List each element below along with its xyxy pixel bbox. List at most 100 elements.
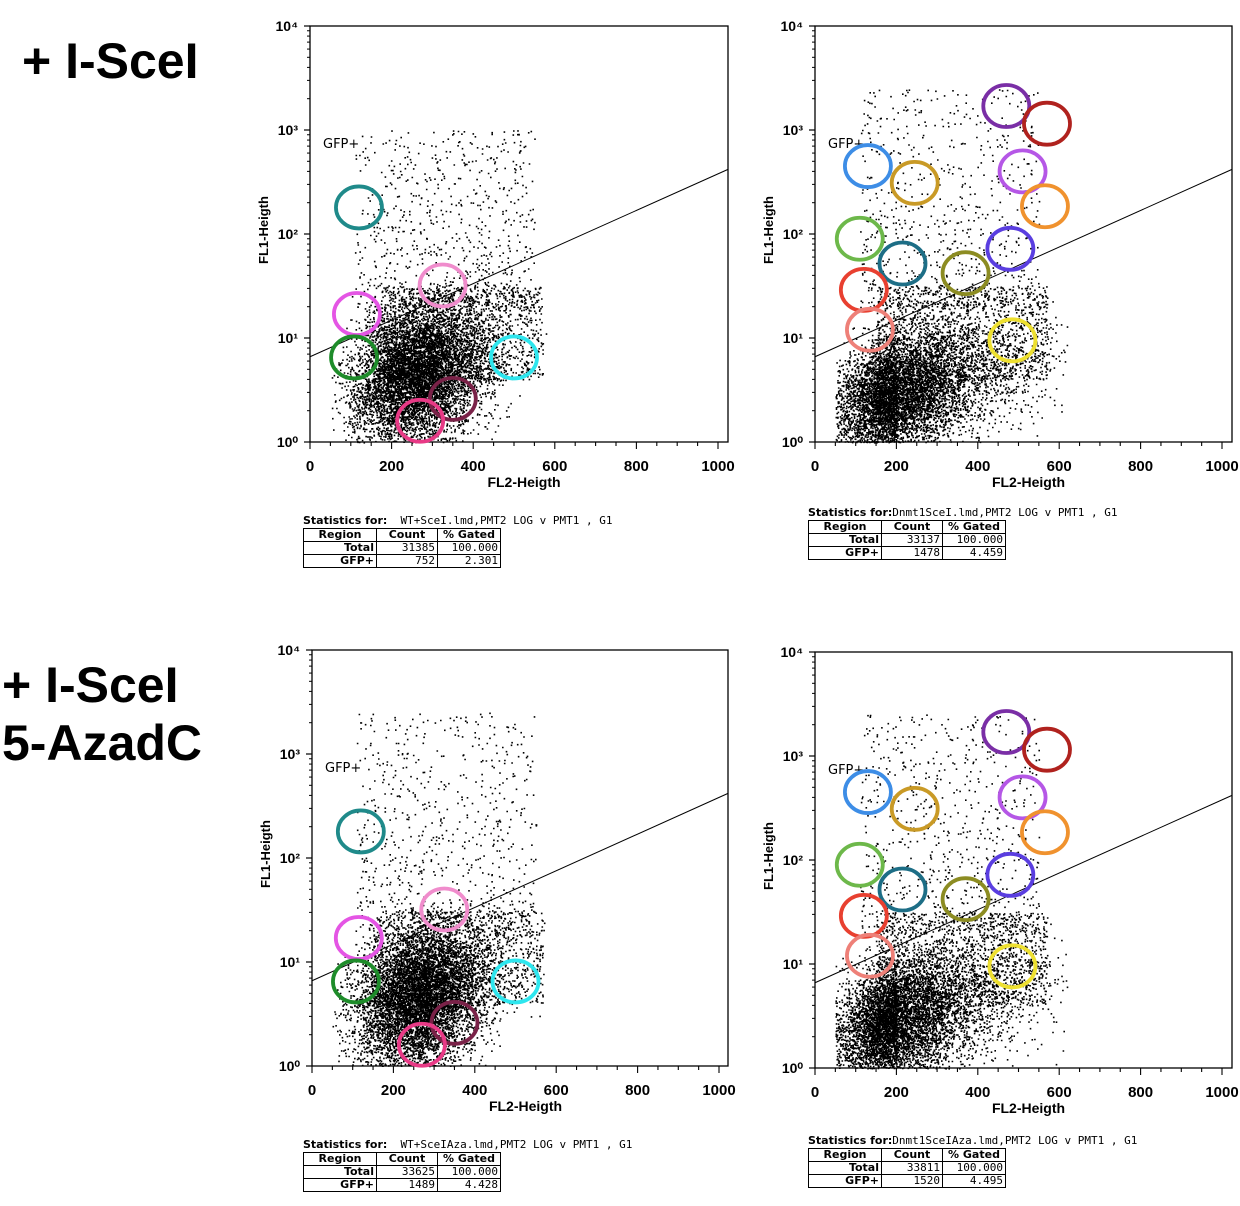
event-dots <box>331 130 548 444</box>
y-axis-label: FL1-Heigth <box>256 196 271 264</box>
highlight-circle <box>417 262 468 309</box>
y-tick-label: 10¹ <box>783 330 804 346</box>
y-tick-label: 10⁴ <box>276 18 299 34</box>
highlight-circle <box>981 709 1032 755</box>
y-tick-label: 10² <box>783 852 804 868</box>
gate-line <box>814 168 1233 358</box>
gate-label: GFP+ <box>325 761 361 776</box>
col-header-region: Region <box>808 1148 882 1162</box>
event-dots <box>835 89 1069 444</box>
gate-label: GFP+ <box>828 763 864 778</box>
plot-dnmt1-scei: 10⁰ 10¹ 10² 10³ 10⁴ 0 200 400 600 800 1000 FL2-Heig… <box>761 18 1239 490</box>
stats-panel-dnmt1-scei: Statistics for:Dnmt1SceI.lmd,PMT2 LOG v … <box>808 506 1117 560</box>
cell-gated: 2.301 <box>437 554 501 568</box>
cell-region: Total <box>808 1161 882 1175</box>
stats-panel-dnmt1-scei-aza: Statistics for:Dnmt1SceIAza.lmd,PMT2 LOG… <box>808 1134 1137 1188</box>
y-tick-label: 10¹ <box>280 954 301 970</box>
stats-table: Region Count% Gated Total 33137 100.000 GFP… <box>808 520 1006 560</box>
cell-region: GFP+ <box>808 1174 882 1188</box>
event-scatter <box>332 712 546 1068</box>
y-tick-label: 10³ <box>783 122 804 138</box>
y-tick-label: 10² <box>783 226 804 242</box>
highlight-circle <box>395 397 446 444</box>
x-tick-label: 0 <box>306 458 314 475</box>
x-tick-label: 200 <box>884 1084 909 1101</box>
y-tick-label: 10¹ <box>278 330 299 346</box>
highlight-circle <box>396 1021 447 1068</box>
y-tick-label: 10⁰ <box>782 1060 804 1076</box>
gate-line <box>311 792 729 982</box>
y-tick-label: 10¹ <box>783 956 804 972</box>
x-axis-label: FL2-Heigth <box>992 474 1065 490</box>
col-header-region: Region <box>303 1152 377 1166</box>
highlight-circle <box>834 215 885 262</box>
highlight-circle <box>889 785 940 832</box>
highlight-circle <box>427 375 478 422</box>
x-axis-label: FL2-Heigth <box>992 1100 1065 1116</box>
highlight-circle <box>843 143 893 189</box>
cell-gated: 4.428 <box>437 1178 501 1192</box>
y-axis-label: FL1-Heigth <box>761 196 776 264</box>
x-tick-label: 1000 <box>701 458 734 475</box>
x-tick-label: 600 <box>542 458 567 475</box>
table-row: Total 33625 100.000 <box>303 1165 501 1179</box>
col-header-count: Count <box>881 520 943 534</box>
x-tick-label: 600 <box>1047 1084 1072 1101</box>
highlight-circle <box>981 83 1032 129</box>
cell-count: 752 <box>376 554 438 568</box>
stats-title-value: WT+SceIAza.lmd,PMT2 LOG v PMT1 , G1 <box>400 1138 633 1151</box>
cell-count: 1520 <box>881 1174 943 1188</box>
cell-count: 31385 <box>376 541 438 555</box>
x-tick-label: 1000 <box>1205 458 1238 475</box>
cell-region: Total <box>303 1165 377 1179</box>
col-header-count: Count <box>881 1148 943 1162</box>
y-tick-label: 10² <box>278 226 299 242</box>
x-tick-label: 400 <box>461 458 486 475</box>
stats-title-label: Statistics for: <box>303 514 388 527</box>
highlight-circle <box>877 240 928 287</box>
x-tick-label: 800 <box>624 458 649 475</box>
x-axis-label: FL2-Heigth <box>487 474 560 490</box>
x-tick-label: 400 <box>965 1084 990 1101</box>
highlight-circle <box>987 317 1038 364</box>
highlight-circle <box>877 866 928 913</box>
cell-gated: 100.000 <box>942 1161 1006 1175</box>
x-tick-label: 800 <box>1128 458 1153 475</box>
highlight-circle <box>419 886 470 933</box>
x-tick-label: 600 <box>1047 458 1072 475</box>
gate-label: GFP+ <box>828 137 864 152</box>
highlight-circle <box>997 148 1048 195</box>
y-tick-label: 10³ <box>783 748 804 764</box>
highlight-circle <box>834 841 885 888</box>
row-label-line: 5-AzadC <box>2 715 203 771</box>
x-tick-label: 1000 <box>1205 1084 1238 1101</box>
stats-panel-wt-scei-aza: Statistics for: WT+SceIAza.lmd,PMT2 LOG … <box>303 1138 632 1192</box>
highlight-circle <box>332 291 382 337</box>
x-tick-label: 800 <box>1128 1084 1153 1101</box>
event-scatter <box>331 130 548 444</box>
y-tick-label: 10⁰ <box>782 434 804 450</box>
highlight-circle <box>940 250 991 297</box>
cell-count: 33811 <box>881 1161 943 1175</box>
col-header-gated: % Gated <box>437 528 501 542</box>
row-label-scei-aza: + I-SceI 5-AzadC <box>2 656 202 772</box>
event-dots <box>332 712 546 1068</box>
y-tick-label: 10⁰ <box>279 1058 301 1074</box>
table-row: GFP+ 1520 4.495 <box>808 1174 1006 1188</box>
cell-region: Total <box>303 541 377 555</box>
table-row: GFP+ 752 2.301 <box>303 554 501 568</box>
cell-count: 33625 <box>376 1165 438 1179</box>
gate-line <box>309 168 729 358</box>
row-label-line: + I-SceI <box>22 33 199 89</box>
col-header-gated: % Gated <box>942 1148 1006 1162</box>
y-tick-label: 10⁰ <box>277 434 299 450</box>
cell-gated: 4.495 <box>942 1174 1006 1188</box>
cell-gated: 100.000 <box>437 1165 501 1179</box>
stats-table: Region Count% Gated Total 33625 100.000 GFP… <box>303 1152 501 1192</box>
stats-table: Region Count% Gated Total 31385 100.000 GFP… <box>303 528 501 568</box>
col-header-gated: % Gated <box>942 520 1006 534</box>
x-tick-label: 600 <box>544 1082 569 1099</box>
y-tick-label: 10⁴ <box>781 18 804 34</box>
x-tick-label: 200 <box>884 458 909 475</box>
x-tick-label: 0 <box>308 1082 316 1099</box>
